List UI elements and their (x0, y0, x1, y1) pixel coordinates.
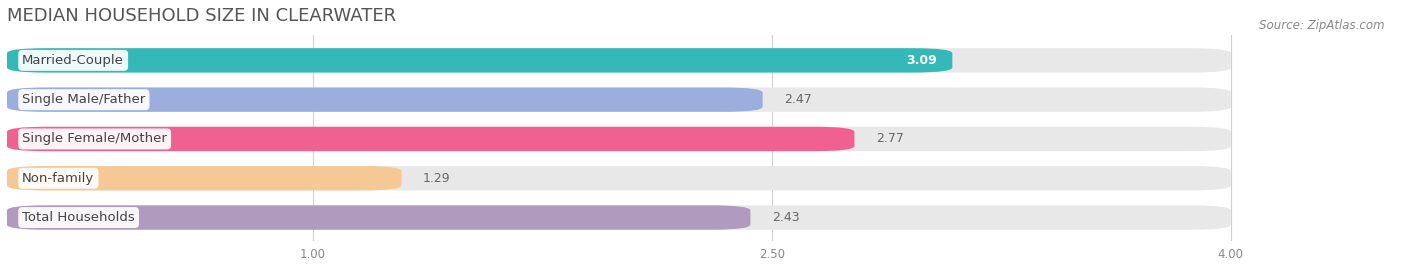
FancyBboxPatch shape (7, 48, 952, 73)
FancyBboxPatch shape (7, 166, 402, 191)
FancyBboxPatch shape (7, 87, 1230, 112)
FancyBboxPatch shape (7, 205, 751, 230)
Text: 2.77: 2.77 (876, 132, 904, 146)
Text: MEDIAN HOUSEHOLD SIZE IN CLEARWATER: MEDIAN HOUSEHOLD SIZE IN CLEARWATER (7, 7, 396, 25)
FancyBboxPatch shape (7, 48, 1230, 73)
Text: Married-Couple: Married-Couple (22, 54, 124, 67)
Text: 3.09: 3.09 (907, 54, 936, 67)
Text: 1.29: 1.29 (423, 172, 451, 185)
FancyBboxPatch shape (7, 205, 1230, 230)
Text: Single Male/Father: Single Male/Father (22, 93, 145, 106)
Text: 2.47: 2.47 (785, 93, 811, 106)
Text: Non-family: Non-family (22, 172, 94, 185)
Text: Source: ZipAtlas.com: Source: ZipAtlas.com (1260, 19, 1385, 32)
FancyBboxPatch shape (7, 166, 1230, 191)
Text: Total Households: Total Households (22, 211, 135, 224)
FancyBboxPatch shape (7, 127, 855, 151)
FancyBboxPatch shape (7, 127, 1230, 151)
Text: Single Female/Mother: Single Female/Mother (22, 132, 167, 146)
FancyBboxPatch shape (7, 87, 762, 112)
Text: 2.43: 2.43 (772, 211, 800, 224)
